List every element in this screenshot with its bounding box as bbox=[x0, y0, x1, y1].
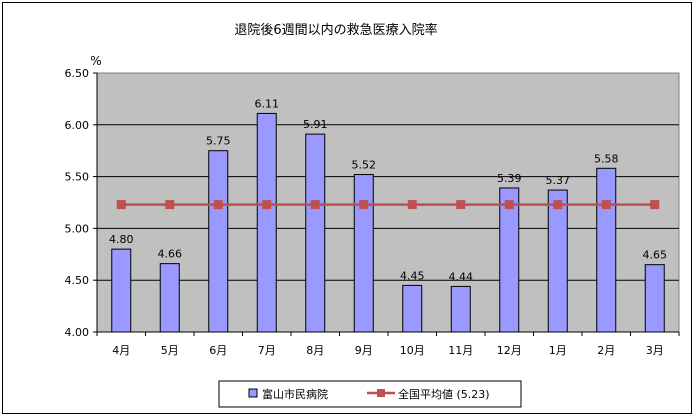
bar-series bbox=[111, 112, 665, 333]
average-marker bbox=[310, 200, 320, 210]
chart-frame: 退院後6週間以内の救急医療入院率 % 4.80 4.66 5.75 6.11 5.91 5… bbox=[2, 2, 692, 414]
bar bbox=[547, 189, 568, 333]
legend-swatch-marker bbox=[377, 389, 385, 397]
x-tick-label: 10月 bbox=[400, 344, 425, 357]
y-axis-unit: % bbox=[90, 54, 101, 68]
average-marker bbox=[407, 200, 417, 210]
bar bbox=[644, 264, 665, 333]
data-label: 5.52 bbox=[352, 159, 377, 172]
bar bbox=[353, 174, 374, 333]
average-marker bbox=[504, 200, 514, 210]
average-marker bbox=[553, 200, 563, 210]
data-label: 5.58 bbox=[594, 152, 619, 165]
average-marker bbox=[359, 200, 369, 210]
data-label: 4.66 bbox=[158, 248, 183, 261]
average-marker bbox=[601, 200, 611, 210]
x-tick-label: 4月 bbox=[112, 344, 130, 357]
bar bbox=[305, 133, 326, 333]
x-tick-label: 7月 bbox=[258, 344, 276, 357]
y-tick-label: 4.50 bbox=[65, 274, 90, 287]
legend-label-national-average: 全国平均値 (5.23) bbox=[398, 387, 490, 401]
x-tick-label: 2月 bbox=[597, 344, 615, 357]
bar bbox=[499, 187, 520, 333]
y-tick-label: 4.00 bbox=[65, 326, 90, 339]
x-axis: 4月 5月 6月 7月 8月 9月 10月 11月 12月 1月 2月 3月 bbox=[96, 331, 680, 357]
plot-area bbox=[96, 72, 680, 333]
bar bbox=[111, 248, 132, 333]
y-axis: 4.00 4.50 5.00 5.50 6.00 6.50 bbox=[65, 67, 98, 339]
legend-label-hospital: 富山市民病院 bbox=[262, 387, 328, 401]
average-marker bbox=[165, 200, 175, 210]
data-labels: 4.80 4.66 5.75 6.11 5.91 5.52 4.45 4.44 5.39 5.37… bbox=[109, 97, 667, 283]
bar bbox=[402, 284, 423, 333]
bar bbox=[596, 167, 617, 333]
average-marker bbox=[650, 200, 660, 210]
bar-line-chart: 退院後6週間以内の救急医療入院率 % 4.80 4.66 5.75 6.11 5.91 5… bbox=[65, 22, 680, 408]
bar bbox=[159, 263, 180, 333]
x-tick-label: 3月 bbox=[646, 344, 664, 357]
x-tick-label: 6月 bbox=[209, 344, 227, 357]
y-tick-label: 6.50 bbox=[65, 67, 90, 80]
bar bbox=[208, 150, 229, 333]
chart-title: 退院後6週間以内の救急医療入院率 bbox=[234, 22, 437, 38]
bar bbox=[256, 112, 277, 333]
y-tick-label: 6.00 bbox=[65, 119, 90, 132]
data-label: 4.45 bbox=[400, 269, 425, 282]
average-marker bbox=[456, 200, 466, 210]
y-tick-label: 5.00 bbox=[65, 222, 90, 235]
data-label: 5.37 bbox=[546, 174, 571, 187]
x-tick-label: 12月 bbox=[497, 344, 522, 357]
x-tick-label: 1月 bbox=[549, 344, 567, 357]
x-tick-label: 11月 bbox=[448, 344, 473, 357]
x-tick-label: 9月 bbox=[355, 344, 373, 357]
average-marker bbox=[213, 200, 223, 210]
data-label: 4.80 bbox=[109, 233, 134, 246]
data-label: 4.65 bbox=[643, 249, 668, 262]
gridlines bbox=[97, 124, 679, 281]
bar bbox=[450, 285, 471, 333]
average-marker bbox=[262, 200, 272, 210]
legend: 富山市民病院 全国平均値 (5.23) bbox=[218, 380, 522, 408]
average-marker bbox=[116, 200, 126, 210]
average-line-series bbox=[116, 200, 660, 210]
data-label: 5.39 bbox=[497, 172, 522, 185]
data-label: 5.75 bbox=[206, 135, 231, 148]
legend-swatch-bar bbox=[248, 388, 258, 398]
x-tick-label: 8月 bbox=[306, 344, 324, 357]
data-label: 5.91 bbox=[303, 118, 328, 131]
x-tick-label: 5月 bbox=[161, 344, 179, 357]
y-tick-label: 5.50 bbox=[65, 171, 90, 184]
data-label: 4.44 bbox=[449, 270, 474, 283]
data-label: 6.11 bbox=[255, 97, 280, 110]
